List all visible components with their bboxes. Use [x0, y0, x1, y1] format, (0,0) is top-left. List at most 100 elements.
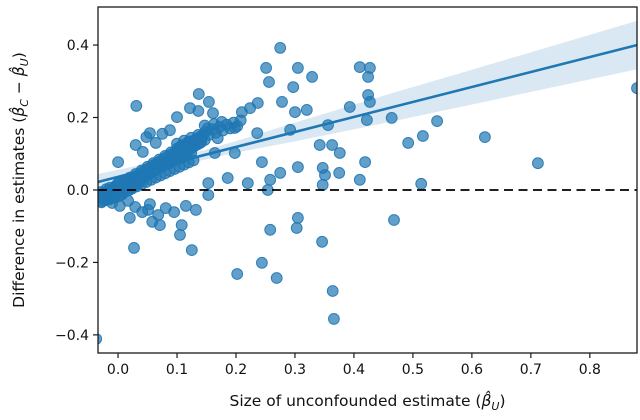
scatter-point — [292, 62, 304, 74]
y-tick-label: 0.0 — [67, 183, 89, 199]
plot-frame — [97, 6, 638, 354]
scatter-point — [251, 97, 264, 109]
scatter-point — [180, 200, 192, 212]
y-tick-label: 0.2 — [67, 111, 89, 127]
scatter-point — [208, 118, 221, 130]
scatter-point — [144, 127, 156, 140]
scatter-point — [362, 71, 375, 83]
scatter-point — [353, 173, 366, 186]
scatter-point — [326, 285, 339, 297]
scatter-point — [128, 242, 140, 254]
scatter-point — [274, 42, 287, 54]
scatter-point — [270, 272, 283, 284]
scatter-point — [361, 114, 373, 126]
scatter-point — [256, 256, 268, 269]
scatter-point — [98, 333, 103, 345]
scatter-point — [112, 156, 124, 169]
scatter-point — [359, 156, 372, 169]
scatter-point — [292, 161, 304, 174]
scatter-point — [207, 107, 219, 120]
scatter-point — [264, 173, 277, 186]
x-tick-label: 0.0 — [107, 362, 129, 378]
scatter-point — [256, 156, 268, 169]
scatter-point — [289, 106, 301, 118]
scatter-point — [316, 179, 329, 191]
scatter-point — [184, 102, 196, 114]
scatter-point — [316, 235, 329, 248]
scatter-point — [274, 167, 287, 179]
label-text: ) — [499, 392, 506, 410]
scatter-point — [221, 172, 234, 184]
y-tick-label: −0.4 — [55, 328, 89, 344]
label-text: β̂ — [10, 66, 28, 77]
scatter-point — [292, 212, 304, 224]
scatter-point — [333, 167, 346, 179]
scatter-point — [231, 268, 244, 280]
scatter-point — [192, 88, 205, 100]
y-axis-label: Difference in estimates (β̂C − β̂U) — [10, 0, 34, 360]
scatter-point — [129, 139, 142, 151]
label-text: β̂ — [10, 106, 28, 117]
scatter-point — [263, 76, 275, 88]
scatter-point — [290, 222, 303, 234]
scatter-point — [306, 71, 319, 83]
x-tick-label: 0.3 — [284, 362, 306, 378]
scatter-points — [98, 42, 637, 345]
scatter-point — [313, 139, 326, 151]
scatter-point — [149, 137, 162, 149]
scatter-point — [333, 147, 346, 159]
scatter-point — [479, 131, 491, 144]
scatter-point — [417, 130, 429, 142]
scatter-point — [300, 104, 313, 116]
scatter-point — [234, 114, 247, 127]
scatter-point — [175, 219, 188, 232]
y-tick-label: −0.2 — [55, 255, 89, 271]
scatter-point — [276, 96, 288, 108]
scatter-point — [287, 81, 300, 93]
scatter-point — [328, 313, 340, 325]
scatter-point — [168, 206, 181, 219]
label-subscript: U — [18, 58, 31, 67]
scatter-point — [385, 112, 398, 124]
scatter-point — [364, 96, 376, 108]
scatter-point — [532, 157, 544, 170]
scatter-point — [402, 137, 415, 149]
y-tick-label: 0.4 — [67, 38, 89, 54]
scatter-point — [431, 115, 444, 127]
scatter-point — [202, 189, 215, 201]
x-axis-label: Size of unconfounded estimate (β̂U) — [98, 392, 637, 416]
x-tick-label: 0.8 — [579, 362, 601, 378]
scatter-point — [251, 127, 264, 140]
scatter-point — [202, 177, 215, 190]
scatter-point — [174, 229, 186, 241]
scatter-point — [146, 215, 159, 228]
scatter-point — [144, 198, 156, 211]
scatter-point — [130, 100, 143, 112]
x-tick-label: 0.5 — [402, 362, 424, 378]
scatter-point — [136, 206, 149, 219]
scatter-point — [316, 162, 329, 174]
regression-line — [98, 43, 637, 184]
label-text: Size of unconfounded estimate ( — [229, 392, 482, 410]
label-text: ) — [10, 52, 28, 59]
label-subscript: C — [18, 99, 31, 107]
label-text: − — [10, 76, 28, 100]
label-text: β̂ — [481, 392, 492, 410]
scatter-point — [203, 96, 215, 108]
scatter-point — [164, 124, 176, 137]
x-tick-label: 0.7 — [520, 362, 542, 378]
scatter-point — [264, 223, 277, 236]
scatter-point — [326, 139, 339, 151]
scatter-point — [136, 146, 149, 158]
scatter-point — [353, 61, 366, 73]
x-tick-label: 0.1 — [166, 362, 188, 378]
x-tick-label: 0.4 — [343, 362, 365, 378]
scatter-point — [241, 177, 254, 190]
scatter-point — [185, 244, 198, 257]
scatter-point — [343, 101, 356, 113]
scatter-point — [123, 212, 136, 224]
scatter-point — [171, 111, 183, 123]
scatter-point — [260, 62, 273, 74]
